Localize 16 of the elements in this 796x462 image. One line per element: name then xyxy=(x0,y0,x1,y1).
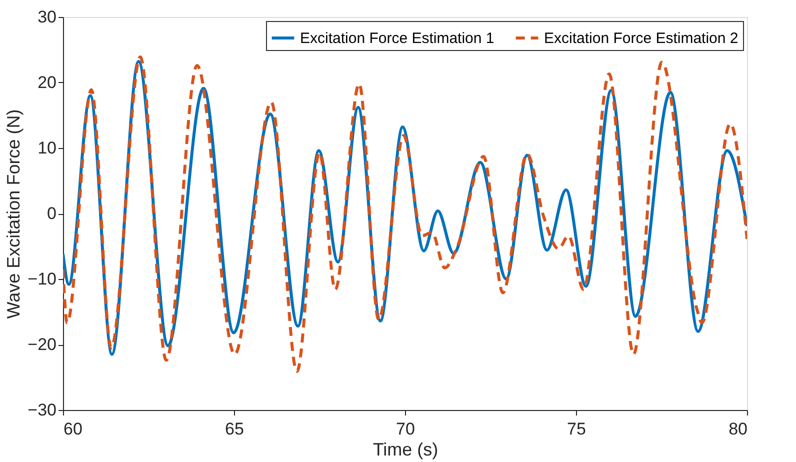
x-axis-title: Time (s) xyxy=(372,440,438,460)
x-tick-label: 70 xyxy=(396,420,415,438)
legend-label: Excitation Force Estimation 2 xyxy=(544,30,738,47)
x-tick-label: 80 xyxy=(728,420,748,438)
x-tick-label: 75 xyxy=(567,420,586,438)
x-tick-label: 60 xyxy=(64,420,82,438)
y-tick-label: 30 xyxy=(38,8,56,26)
y-tick-label: −10 xyxy=(28,270,56,288)
y-tick-label: 20 xyxy=(38,73,56,92)
legend-label: Excitation Force Estimation 1 xyxy=(300,30,494,47)
y-tick-label: −30 xyxy=(28,400,56,420)
y-axis-title: Wave Excitation Force (N) xyxy=(4,109,24,319)
y-tick-label: 10 xyxy=(38,138,56,158)
y-tick-label: −20 xyxy=(28,335,56,354)
x-tick-label: 65 xyxy=(225,420,244,438)
y-tick-label: 0 xyxy=(47,204,56,223)
